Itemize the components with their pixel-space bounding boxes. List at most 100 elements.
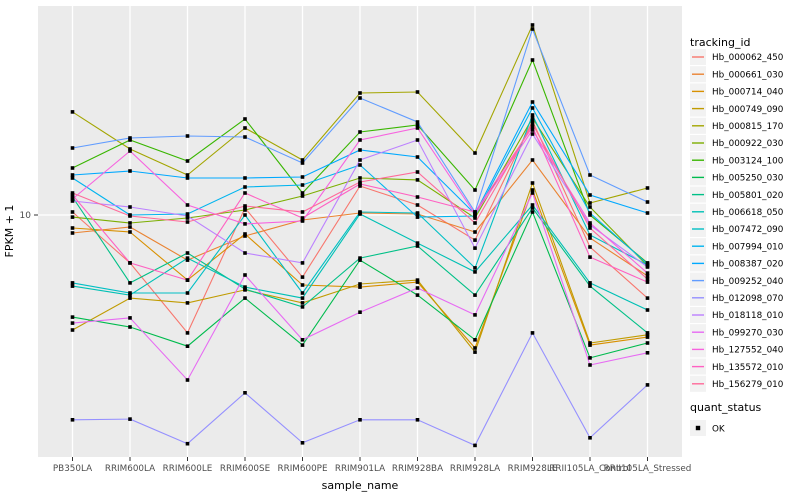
data-point [588, 223, 592, 227]
data-point [530, 181, 535, 185]
data-point [185, 220, 190, 224]
data-point [415, 418, 420, 422]
data-point [473, 246, 477, 250]
data-point [358, 148, 362, 152]
legend-entry-Hb_006618_050: Hb_006618_050 [690, 203, 784, 220]
legend-quant-status: OK [690, 420, 725, 436]
data-point [128, 316, 132, 320]
data-point [243, 117, 247, 121]
data-point [70, 418, 75, 422]
legend-entry-label: Hb_007994_010 [712, 242, 784, 252]
data-point [473, 216, 477, 220]
data-point [128, 296, 132, 300]
data-point [645, 331, 650, 335]
data-point [358, 258, 362, 262]
data-point [530, 158, 535, 162]
data-point [300, 275, 305, 279]
data-point [128, 291, 132, 295]
legend-entry-label: Hb_012098_070 [712, 294, 784, 304]
data-point [588, 201, 592, 205]
data-point [243, 206, 247, 210]
data-point [588, 213, 592, 217]
data-point [415, 278, 420, 282]
data-point [300, 283, 305, 287]
x-axis-tick-label: PB350LA [53, 464, 92, 474]
data-point [185, 159, 190, 163]
data-point [473, 230, 477, 234]
data-point [128, 136, 132, 140]
data-point [645, 271, 650, 275]
data-point [645, 200, 650, 204]
data-point [415, 90, 420, 94]
data-point [530, 331, 535, 335]
legend-entry-Hb_000661_030: Hb_000661_030 [690, 66, 784, 83]
data-point [530, 203, 535, 207]
legend-entry-Hb_000714_040: Hb_000714_040 [690, 83, 784, 100]
legend-entry-Hb_099270_030: Hb_099270_030 [690, 324, 784, 341]
data-point [473, 188, 477, 192]
legend-entry-label: Hb_018118_010 [712, 311, 784, 321]
legend-tracking-id: Hb_000062_450 Hb_000661_030 Hb_000714_040 H… [690, 49, 784, 392]
data-point [358, 184, 362, 188]
data-point [300, 161, 305, 165]
data-point [128, 417, 132, 421]
x-axis-tick-label: RRIM928LA [450, 464, 500, 474]
quant-status-point-icon [695, 425, 701, 431]
data-point [415, 215, 420, 219]
data-point [300, 441, 305, 445]
data-point [243, 191, 247, 195]
data-point [185, 344, 190, 348]
data-point [70, 226, 75, 230]
data-point [300, 296, 305, 300]
data-point [645, 333, 650, 337]
data-point [300, 305, 305, 309]
data-point [70, 193, 75, 197]
data-point [358, 310, 362, 314]
data-point [415, 138, 420, 142]
data-point [70, 176, 75, 180]
data-point [128, 214, 132, 218]
data-point [185, 216, 190, 220]
data-point [645, 341, 650, 345]
data-point [243, 176, 247, 180]
data-point [530, 100, 535, 104]
data-point [588, 226, 592, 230]
data-point [645, 274, 650, 278]
quant-status-label: OK [712, 425, 725, 435]
data-point [300, 261, 305, 265]
data-point [645, 186, 650, 190]
data-point [358, 285, 362, 289]
data-point [358, 96, 362, 100]
data-point [243, 285, 247, 289]
legend-entry-Hb_127552_040: Hb_127552_040 [690, 341, 784, 358]
data-point [300, 216, 305, 220]
data-point [473, 266, 477, 270]
data-point [358, 418, 362, 422]
x-axis-tick-label: RRII105LA_Stressed [604, 464, 692, 474]
data-point [530, 27, 535, 31]
data-point [70, 110, 75, 114]
data-point [243, 251, 247, 255]
data-point [415, 211, 420, 215]
data-point [128, 205, 132, 209]
legend-entry-label: Hb_000714_040 [712, 88, 784, 98]
data-point [70, 210, 75, 214]
data-point [243, 391, 247, 395]
data-point [243, 232, 247, 236]
data-point [415, 244, 420, 248]
data-point [358, 130, 362, 134]
data-point [70, 315, 75, 319]
data-point [645, 308, 650, 312]
data-point [588, 245, 592, 249]
data-point [415, 178, 420, 182]
data-point [415, 293, 420, 297]
data-point [128, 221, 132, 225]
data-point [588, 363, 592, 367]
data-point [473, 350, 477, 354]
legend-entry-label: Hb_009252_040 [712, 277, 784, 287]
data-point [530, 210, 535, 214]
data-point [645, 265, 650, 269]
legend-entry-Hb_156279_010: Hb_156279_010 [690, 375, 784, 392]
data-point [185, 378, 190, 382]
